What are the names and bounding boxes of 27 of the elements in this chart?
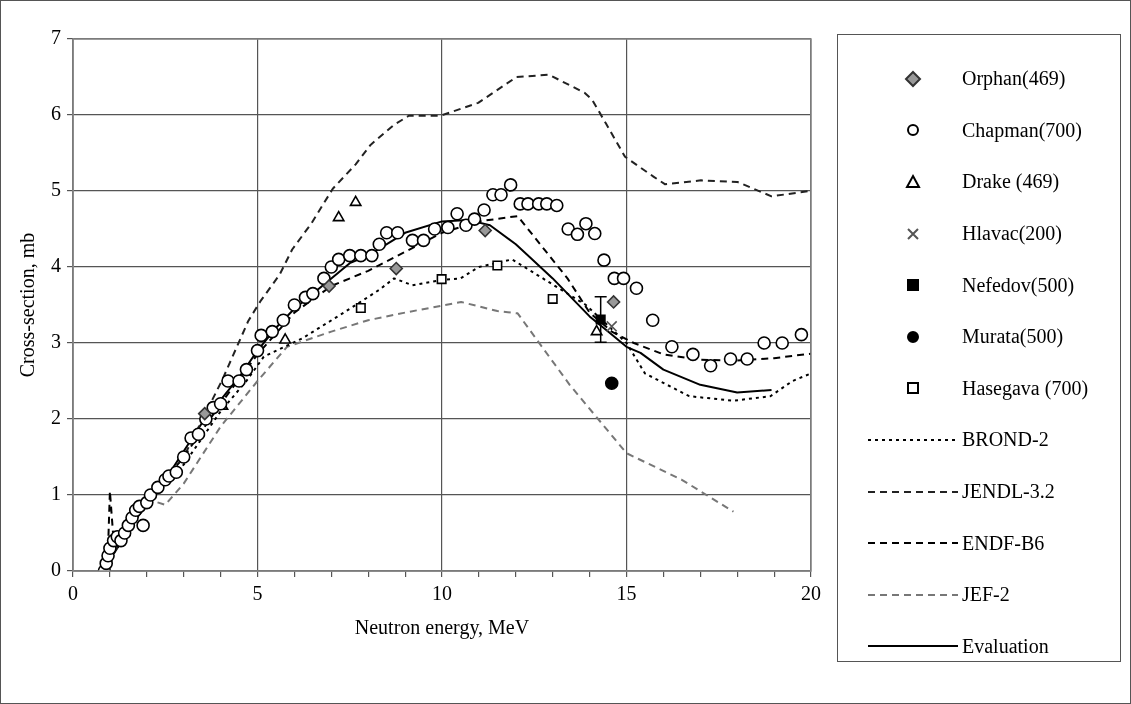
- x-tick-label: 20: [801, 582, 821, 605]
- legend-label: Hasegava (700): [962, 376, 1089, 400]
- x-tick-label: 15: [616, 582, 637, 605]
- x-tick-label: 0: [68, 582, 78, 605]
- y-tick-label: 1: [51, 482, 61, 505]
- legend-label: JENDL-3.2: [962, 480, 1055, 504]
- legend-label: Evaluation: [962, 634, 1049, 658]
- y-tick-label: 0: [51, 558, 61, 581]
- y-tick-label: 7: [51, 26, 61, 49]
- x-tick-label: 5: [252, 582, 263, 605]
- legend-label: Orphan(469): [962, 67, 1066, 91]
- y-tick-label: 5: [51, 178, 61, 201]
- y-tick-label: 2: [51, 406, 61, 429]
- legend-label: Chapman(700): [962, 118, 1082, 142]
- legend-label: JEF-2: [962, 583, 1010, 607]
- y-tick-label: 3: [51, 330, 61, 353]
- legend-label: Nefedov(500): [962, 273, 1075, 297]
- y-tick-label: 6: [51, 102, 61, 125]
- legend-label: Murata(500): [962, 325, 1064, 349]
- legend-label: Drake (469): [962, 170, 1060, 194]
- x-axis-title: Neutron energy, MeV: [354, 616, 530, 640]
- legend-label: ENDF-B6: [962, 531, 1045, 555]
- y-tick-label: 4: [51, 254, 61, 277]
- legend-label: Hlavac(200): [962, 222, 1062, 246]
- legend-label: BROND-2: [962, 428, 1049, 452]
- y-axis-title: Cross-section, mb: [16, 232, 39, 378]
- x-tick-label: 10: [432, 582, 452, 605]
